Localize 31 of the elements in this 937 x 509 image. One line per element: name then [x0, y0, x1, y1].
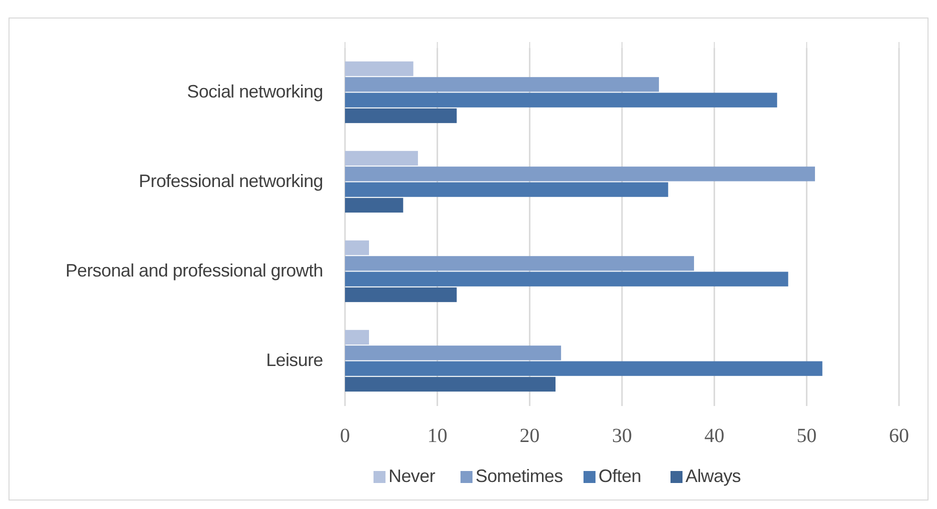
x-tick-label: 20 [520, 425, 540, 447]
bar [345, 61, 414, 76]
bar [345, 92, 778, 108]
legend-label: Always [686, 466, 742, 486]
bar [345, 330, 370, 345]
bar [345, 77, 659, 92]
bar [345, 150, 418, 166]
legend-label: Often [598, 466, 642, 486]
bar [345, 182, 668, 197]
x-tick-label: 10 [427, 425, 448, 447]
y-tick-label: Social networking [187, 82, 323, 102]
x-tick-label: 0 [340, 425, 350, 447]
bar [345, 166, 815, 182]
x-tick-label: 60 [889, 425, 909, 447]
x-tick-label: 40 [704, 425, 724, 447]
bar [345, 256, 694, 271]
bar [345, 108, 457, 124]
y-tick-label: Leisure [266, 350, 324, 370]
y-tick-label: Personal and professional growth [65, 260, 323, 280]
x-tick-label: 50 [796, 425, 817, 447]
bar [345, 240, 370, 256]
bar [345, 287, 457, 302]
bar [345, 346, 562, 360]
bar [345, 272, 788, 286]
x-tick-label: 30 [612, 425, 632, 447]
bar [345, 361, 822, 376]
bar [345, 376, 556, 392]
legend-label: Never [388, 466, 436, 486]
bar [345, 198, 404, 213]
y-tick-label: Professional networking [138, 171, 323, 191]
legend-label: Sometimes [476, 466, 564, 486]
